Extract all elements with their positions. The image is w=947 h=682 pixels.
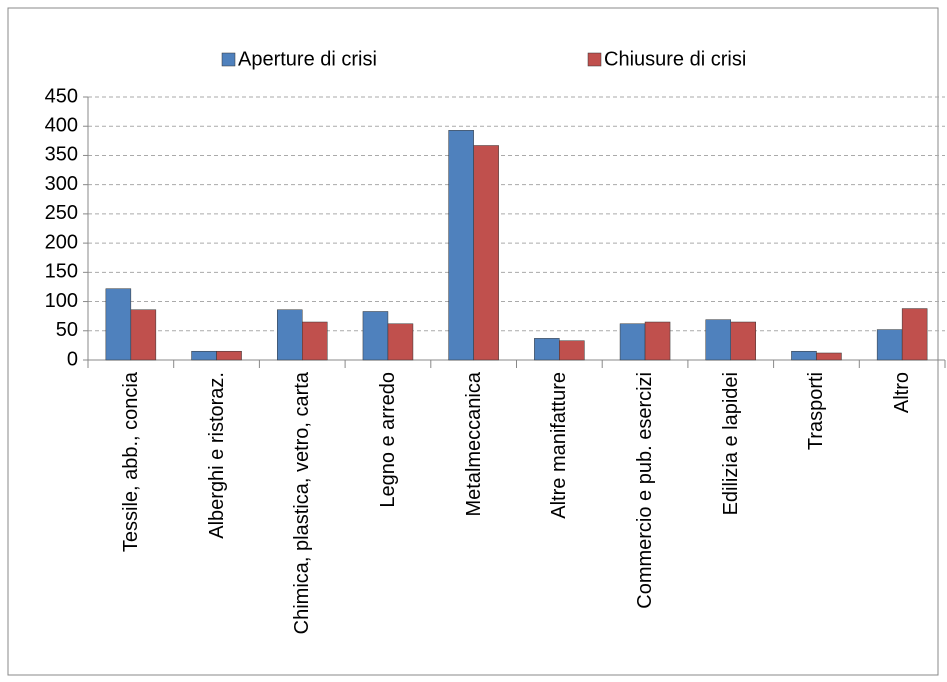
- x-tick-label: Metalmeccanica: [462, 372, 485, 517]
- y-tick-label: 400: [45, 115, 78, 137]
- y-tick-label: 50: [56, 319, 78, 341]
- bar: [559, 340, 585, 361]
- bar: [302, 321, 328, 361]
- legend-swatch: [587, 52, 602, 67]
- y-tick-label: 0: [67, 348, 78, 370]
- bar: [791, 350, 817, 361]
- bar: [105, 288, 132, 361]
- bar: [816, 352, 842, 361]
- x-tick-label: Altre manifatture: [547, 372, 570, 519]
- y-tick-label: 250: [45, 202, 78, 224]
- bar: [191, 350, 217, 361]
- bar: [644, 321, 671, 361]
- bar: [448, 130, 474, 361]
- x-tick-label: Trasporti: [804, 372, 827, 451]
- legend-label: Aperture di crisi: [238, 48, 377, 70]
- y-tick-label: 100: [45, 290, 78, 312]
- x-tick-label: Chimica, plastica, vetro, carta: [290, 372, 313, 635]
- legend-swatch: [221, 52, 236, 67]
- x-tick-label: Alberghi e ristoraz.: [205, 372, 228, 539]
- x-tick-label: Tessile, abb., concia: [119, 372, 142, 553]
- y-tick-label: 350: [45, 144, 78, 166]
- x-tick-label-box: Altre manifatture: [524, 372, 594, 672]
- x-tick-label-box: Chimica, plastica, vetro, carta: [267, 372, 337, 672]
- bar: [387, 323, 414, 361]
- x-tick-label: Legno e arredo: [376, 372, 399, 508]
- x-tick-label-box: Alberghi e ristoraz.: [182, 372, 252, 672]
- y-tick-label: 200: [45, 231, 78, 253]
- bar: [619, 323, 646, 361]
- x-tick-label: Edilizia e lapidei: [719, 372, 742, 516]
- y-tick-label: 450: [45, 85, 78, 107]
- x-tick-label-box: Altro: [867, 372, 937, 672]
- x-tick-label-box: Tessile, abb., concia: [96, 372, 166, 672]
- x-tick-label: Commercio e pub. esercizi: [633, 372, 656, 609]
- bar: [534, 338, 560, 361]
- x-tick-label-box: Edilizia e lapidei: [696, 372, 766, 672]
- bar: [730, 321, 756, 361]
- y-tick-label: 150: [45, 261, 78, 283]
- bar: [130, 309, 157, 361]
- legend-label: Chiusure di crisi: [604, 48, 746, 70]
- x-tick-label-box: Metalmeccanica: [439, 372, 509, 672]
- bar: [277, 309, 303, 361]
- x-tick-label-box: Legno e arredo: [353, 372, 423, 672]
- bar: [473, 145, 499, 361]
- bar: [705, 319, 731, 361]
- bar: [216, 350, 242, 361]
- bar: [362, 311, 389, 361]
- x-tick-label-box: Trasporti: [781, 372, 851, 672]
- bar: [901, 308, 928, 361]
- x-tick-label: Altro: [890, 372, 913, 414]
- y-tick-label: 300: [45, 173, 78, 195]
- bar: [876, 329, 903, 361]
- x-tick-label-box: Commercio e pub. esercizi: [610, 372, 680, 672]
